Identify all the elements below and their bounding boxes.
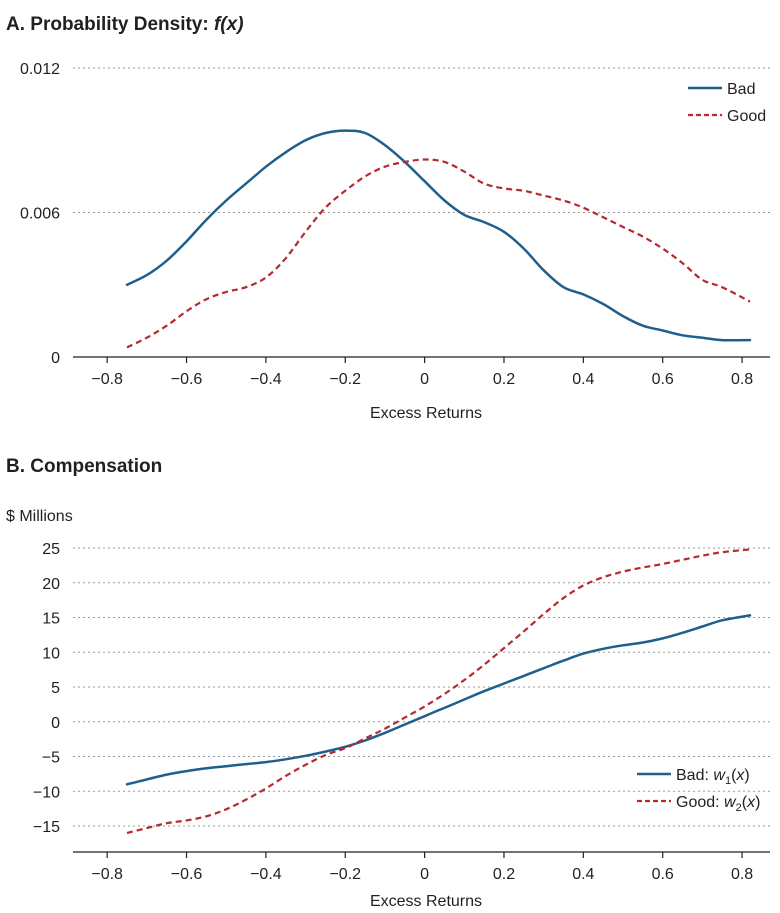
y-tick-label: 15 <box>42 611 60 628</box>
y-tick-label: 0.006 <box>20 206 60 223</box>
panel-a-title: A. Probability Density: f(x) <box>6 14 244 35</box>
series-line-bad <box>125 129 752 342</box>
series-line-bad <box>125 614 752 786</box>
legend-label-good-w2: Good: w2(x) <box>676 794 760 814</box>
x-tick-label: 0.2 <box>493 371 515 388</box>
panel-a-x-axis-label: Excess Returns <box>370 405 482 422</box>
y-tick-label: −5 <box>42 750 60 767</box>
panel-b-grid <box>73 547 770 827</box>
legend-label-bad-w1: Bad: w1(x) <box>676 767 750 787</box>
x-tick-label: 0.8 <box>731 371 753 388</box>
y-tick-label: 5 <box>51 680 60 697</box>
panel-b: B. Compensation $ Millions 25 20 15 10 5 0 −5 −… <box>6 456 770 910</box>
panel-a-legend: Bad Good <box>688 81 766 125</box>
panel-a-title-math: f(x) <box>214 14 244 35</box>
panel-b-x-ticks: −0.8 −0.6 −0.4 −0.2 0 0.2 0.4 0.6 0.8 <box>91 852 753 883</box>
x-tick-label: 0.6 <box>652 866 674 883</box>
series-line-good <box>126 548 751 835</box>
panel-a-series <box>125 129 752 349</box>
y-tick-label: 0 <box>51 350 60 367</box>
x-tick-label: −0.4 <box>250 371 282 388</box>
panel-b-x-axis-label: Excess Returns <box>370 893 482 910</box>
legend-label-good: Good <box>727 108 766 125</box>
y-tick-label: −10 <box>33 784 60 801</box>
x-tick-label: −0.4 <box>250 866 282 883</box>
y-tick-label: 20 <box>42 576 60 593</box>
panel-a-grid <box>73 67 770 213</box>
x-tick-label: 0.6 <box>652 371 674 388</box>
panel-b-title: B. Compensation <box>6 456 162 477</box>
legend-label-bad: Bad <box>727 81 755 98</box>
x-tick-label: 0 <box>420 371 429 388</box>
x-tick-label: 0.2 <box>493 866 515 883</box>
panel-b-series <box>125 548 752 835</box>
series-line-good <box>126 158 751 349</box>
x-tick-label: −0.6 <box>171 371 203 388</box>
y-tick-label: 0 <box>51 715 60 732</box>
x-tick-label: −0.6 <box>171 866 203 883</box>
panel-a-x-ticks: −0.8 −0.6 −0.4 −0.2 0 0.2 0.4 0.6 0.8 <box>91 357 753 388</box>
x-tick-label: −0.2 <box>329 371 361 388</box>
x-tick-label: −0.8 <box>91 866 123 883</box>
panel-b-y-axis-label: $ Millions <box>6 508 73 525</box>
panel-a-y-ticks: 0 0.006 0.012 <box>20 61 60 367</box>
x-tick-label: −0.2 <box>329 866 361 883</box>
y-tick-label: −15 <box>33 819 60 836</box>
y-tick-label: 25 <box>42 541 60 558</box>
x-tick-label: 0.4 <box>572 866 594 883</box>
x-tick-label: 0.4 <box>572 371 594 388</box>
panel-a: A. Probability Density: f(x) 0 0.006 0.012… <box>6 14 770 422</box>
x-tick-label: 0 <box>420 866 429 883</box>
panel-b-y-ticks: 25 20 15 10 5 0 −5 −10 −15 <box>33 541 60 836</box>
panel-b-legend: Bad: w1(x) Good: w2(x) <box>637 767 760 814</box>
y-tick-label: 0.012 <box>20 61 60 78</box>
x-tick-label: −0.8 <box>91 371 123 388</box>
x-tick-label: 0.8 <box>731 866 753 883</box>
y-tick-label: 10 <box>42 645 60 662</box>
